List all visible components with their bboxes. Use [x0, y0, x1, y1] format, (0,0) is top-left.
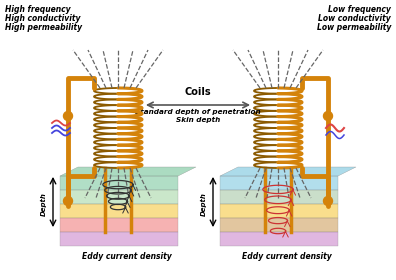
Text: Low permeability: Low permeability [317, 23, 391, 32]
Polygon shape [60, 167, 196, 176]
Text: Depth: Depth [41, 192, 47, 216]
Text: High conductivity: High conductivity [5, 14, 80, 23]
Circle shape [63, 197, 72, 206]
Polygon shape [220, 176, 338, 190]
Polygon shape [60, 232, 178, 246]
Polygon shape [60, 190, 178, 204]
Text: High frequency: High frequency [5, 5, 70, 14]
Text: Eddy current density: Eddy current density [82, 252, 172, 261]
Text: Standard depth of penetration: Standard depth of penetration [135, 109, 261, 115]
Text: Low frequency: Low frequency [328, 5, 391, 14]
Text: Coils: Coils [185, 87, 211, 97]
Circle shape [63, 111, 72, 120]
Polygon shape [60, 218, 178, 232]
Circle shape [324, 197, 333, 206]
Polygon shape [220, 218, 338, 232]
Polygon shape [220, 167, 356, 176]
Text: Skin depth: Skin depth [176, 117, 220, 123]
Polygon shape [220, 232, 338, 246]
Text: Depth: Depth [201, 192, 207, 216]
Polygon shape [220, 204, 338, 218]
Text: Low conductivity: Low conductivity [318, 14, 391, 23]
Text: High permeability: High permeability [5, 23, 82, 32]
Polygon shape [60, 176, 178, 190]
Polygon shape [60, 204, 178, 218]
Text: Eddy current density: Eddy current density [242, 252, 332, 261]
Polygon shape [220, 190, 338, 204]
Circle shape [324, 111, 333, 120]
